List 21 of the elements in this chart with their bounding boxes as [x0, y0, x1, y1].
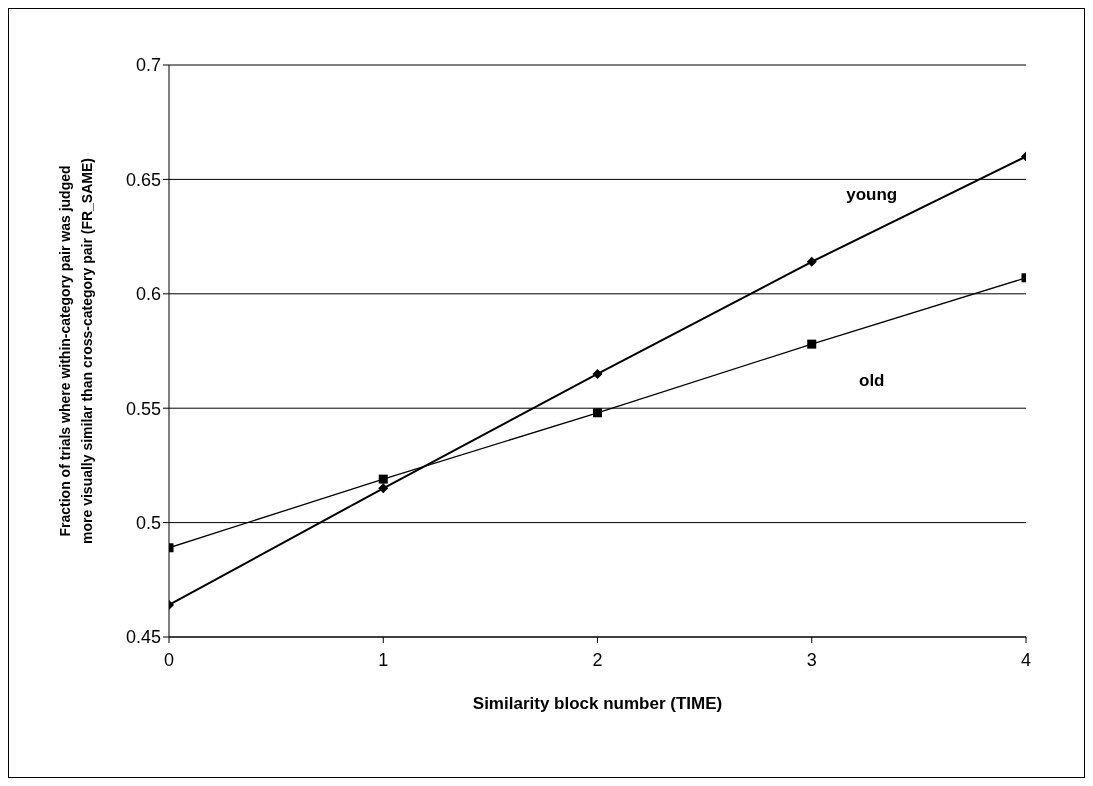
x-tick-label: 1	[378, 649, 389, 670]
x-tick-label: 3	[806, 649, 817, 670]
point	[593, 408, 602, 418]
point	[807, 339, 817, 349]
point	[378, 474, 388, 484]
x-tick-label: 2	[592, 649, 603, 670]
text: old	[859, 371, 885, 391]
y-axis-title: Fraction of trials where within-category pair was judged more visually similar than cross-category pair (FR_SAME)	[57, 158, 95, 544]
series-label: young	[846, 184, 898, 204]
y-tick-label: 0.7	[135, 55, 161, 76]
y-tick-label: 0.6	[135, 284, 161, 305]
y-tick-label: 0.55	[125, 398, 161, 419]
x-axis-title: Similarity block number (TIME)	[472, 694, 723, 713]
x-tick-label: 4	[1020, 649, 1032, 670]
y-tick-label: 0.5	[135, 512, 161, 533]
point	[806, 256, 817, 267]
x-tick-label: 0	[163, 649, 175, 670]
y-tick-label: 0.45	[125, 627, 161, 648]
y-tick-label: 0.65	[125, 169, 161, 190]
point	[378, 483, 389, 494]
point	[592, 368, 603, 379]
